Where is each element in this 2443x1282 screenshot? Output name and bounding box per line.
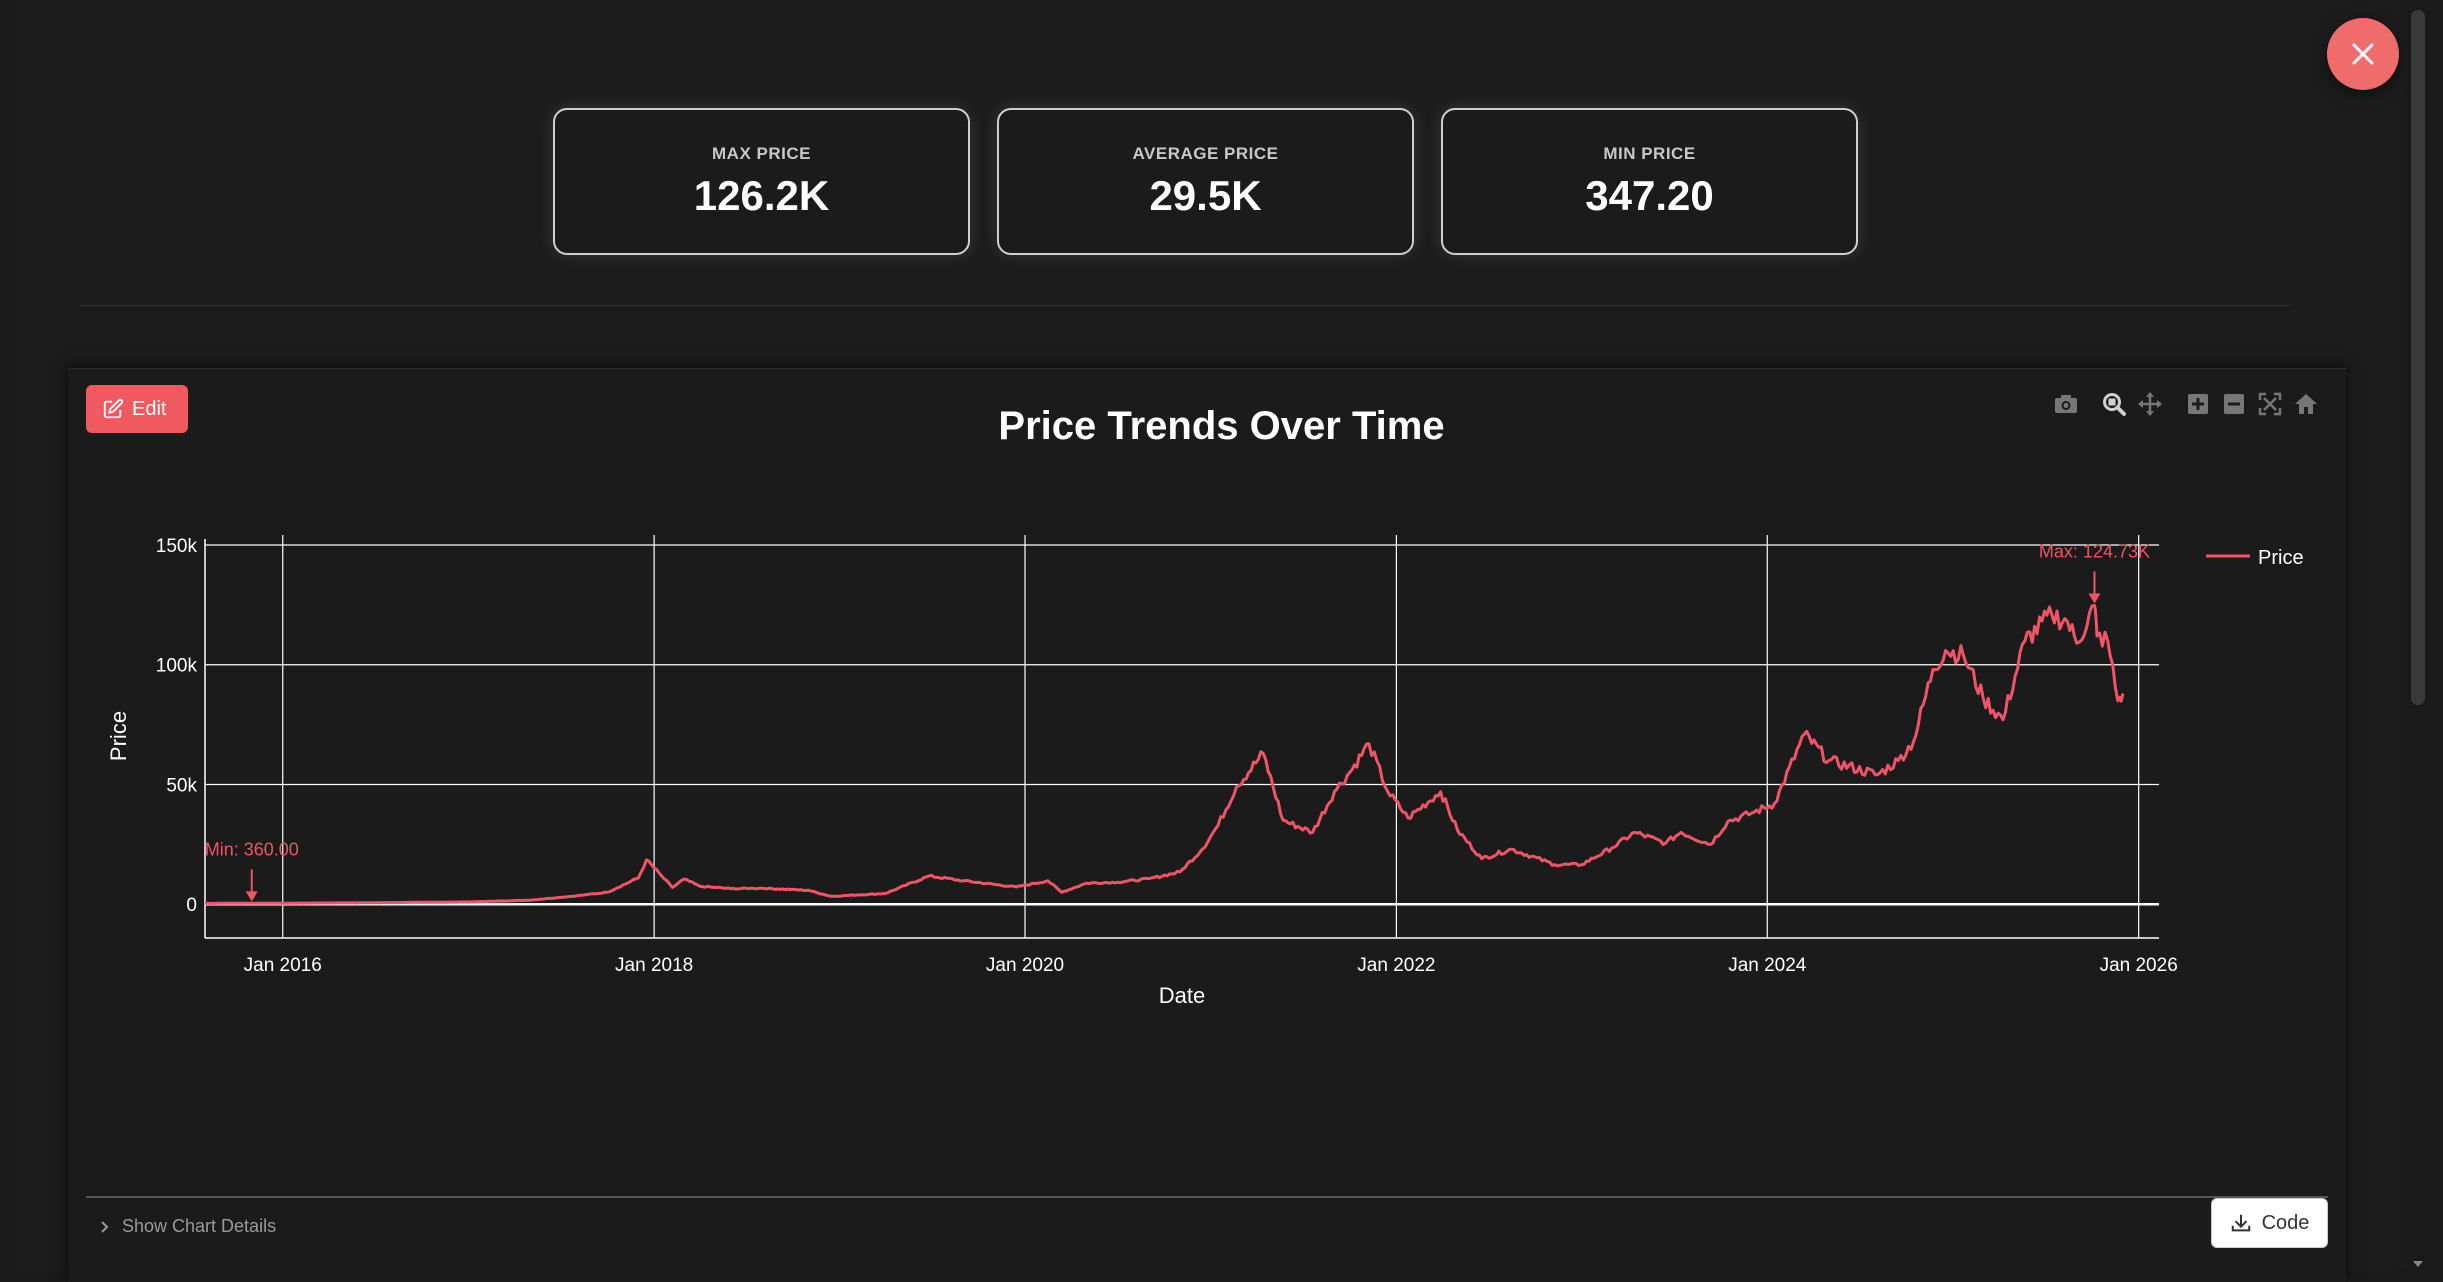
y-axis-label: Price	[106, 711, 131, 761]
kpi-label: MIN PRICE	[1603, 143, 1696, 163]
code-label: Code	[2261, 1211, 2310, 1234]
legend[interactable]: Price	[2206, 547, 2304, 569]
chart-grid	[204, 535, 2159, 939]
show-chart-details-toggle[interactable]: Show Chart Details	[100, 1216, 276, 1237]
pan-icon[interactable]	[2136, 390, 2164, 418]
show-chart-details-label: Show Chart Details	[122, 1216, 277, 1236]
x-tick-label: Jan 2020	[986, 955, 1064, 976]
series-line-price	[205, 604, 2125, 905]
kpi-value: 126.2K	[693, 171, 830, 219]
home-icon[interactable]	[2292, 390, 2320, 418]
zoom-out-icon[interactable]	[2220, 390, 2248, 418]
kpi-card-min: MIN PRICE 347.20	[1441, 108, 1858, 255]
edit-icon	[103, 398, 124, 419]
kpi-label: MAX PRICE	[712, 143, 811, 163]
y-tick-label: 0	[186, 895, 197, 916]
kpi-card-max: MAX PRICE 126.2K	[553, 108, 970, 255]
x-tick-label: Jan 2018	[615, 955, 693, 976]
y-tick-label: 100k	[156, 656, 198, 677]
annotation-min-label: Min: 360.00	[205, 839, 299, 859]
x-axis-ticks: Jan 2016 Jan 2018 Jan 2020 Jan 2022 Jan 2024…	[244, 955, 2178, 976]
zoom-icon[interactable]	[2100, 390, 2128, 418]
autoscale-icon[interactable]	[2256, 390, 2284, 418]
close-button[interactable]	[2327, 18, 2399, 90]
annotation-max-label: Max: 124.73K	[2039, 542, 2150, 562]
close-icon	[2352, 43, 2374, 65]
download-icon	[2231, 1214, 2250, 1232]
code-download-button[interactable]: Code	[2211, 1198, 2328, 1248]
scrollbar-thumb[interactable]	[2411, 10, 2425, 705]
camera-icon[interactable]	[2052, 390, 2080, 418]
annotation-arrowhead	[245, 891, 258, 902]
kpi-value: 347.20	[1585, 171, 1714, 219]
y-tick-label: 150k	[156, 536, 198, 557]
chart-title: Price Trends Over Time	[998, 404, 1445, 448]
kpi-card-average: AVERAGE PRICE 29.5K	[997, 108, 1414, 255]
x-tick-label: Jan 2022	[1357, 955, 1435, 976]
chart-card	[68, 368, 2346, 1282]
zoom-in-icon[interactable]	[2184, 390, 2212, 418]
chart-annotations: Min: 360.00 Max: 124.73K	[205, 542, 2150, 902]
x-tick-label: Jan 2026	[2100, 955, 2178, 976]
legend-label-price: Price	[2258, 547, 2304, 569]
y-axis-ticks: 0 50k 100k 150k	[156, 536, 198, 916]
edit-label: Edit	[132, 397, 167, 420]
card-footer-divider	[86, 1196, 2328, 1198]
kpi-value: 29.5K	[1149, 171, 1262, 219]
kpi-label: AVERAGE PRICE	[1132, 143, 1279, 163]
section-divider	[80, 305, 2290, 306]
chevron-right-icon	[101, 1220, 109, 1233]
annotation-arrowhead	[2088, 593, 2101, 604]
edit-button[interactable]: Edit	[86, 385, 188, 433]
x-tick-label: Jan 2024	[1728, 955, 1807, 976]
y-tick-label: 50k	[166, 775, 197, 796]
scroll-down-arrow-icon[interactable]	[2411, 1257, 2425, 1271]
x-tick-label: Jan 2016	[244, 955, 322, 976]
x-axis-label: Date	[1159, 983, 1205, 1008]
